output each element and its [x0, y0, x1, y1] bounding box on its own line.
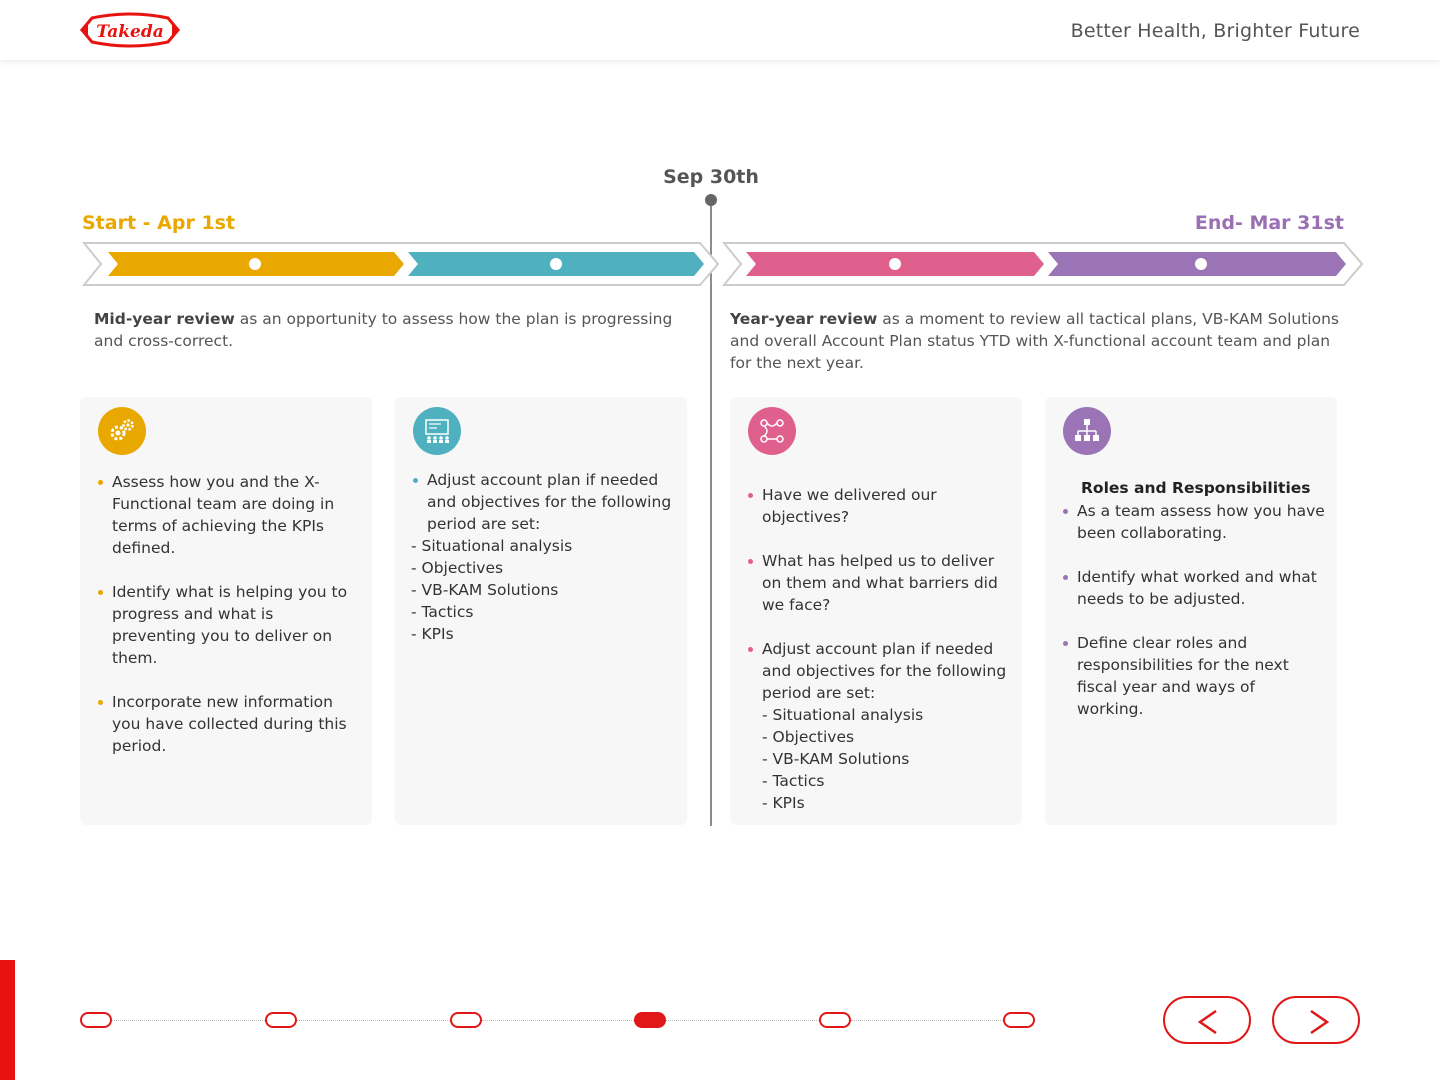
pager-connector [112, 1020, 265, 1021]
list-item: Adjust account plan if needed and object… [411, 469, 675, 645]
mid-year-review-title: Mid-year review [94, 310, 235, 328]
timeline [81, 194, 1364, 826]
midpoint-label: Sep 30th [663, 166, 759, 188]
card-adjust: Adjust account plan if needed and object… [395, 397, 687, 825]
sublist-item: - Tactics [411, 603, 474, 621]
sublist-item: - VB-KAM Solutions [762, 750, 910, 768]
sublist-item: - KPIs [762, 794, 805, 812]
card-deliver: Have we delivered our objectives? What h… [730, 397, 1022, 825]
page-dot-1[interactable] [80, 1012, 112, 1028]
header: Takeda Better Health, Brighter Future [0, 0, 1440, 60]
page-dot-6[interactable] [1003, 1012, 1035, 1028]
list-item: Identify what is helping you to progress… [96, 581, 360, 669]
pager-connector [851, 1020, 1003, 1021]
list-item-text: Adjust account plan if needed and object… [427, 471, 672, 533]
card-roles-bullets: As a team assess how you have been colla… [1061, 500, 1325, 742]
start-label: Start - Apr 1st [82, 212, 236, 234]
chevron-left-icon [1197, 1009, 1217, 1035]
takeda-logo[interactable]: Takeda [78, 12, 182, 48]
list-item: Assess how you and the X-Functional team… [96, 471, 360, 559]
card-roles: Roles and Responsibilities As a team ass… [1045, 397, 1337, 825]
page-dot-3[interactable] [450, 1012, 482, 1028]
segment-q1-dot [249, 258, 261, 270]
year-end-review-text: Year-year review as a moment to review a… [730, 308, 1350, 374]
mid-year-review-text: Mid-year review as an opportunity to ass… [94, 308, 674, 352]
list-item: Have we delivered our objectives? [746, 484, 1010, 528]
segment-q4-dot [1195, 258, 1207, 270]
list-item: Incorporate new information you have col… [96, 691, 360, 757]
list-item: Identify what worked and what needs to b… [1061, 566, 1325, 610]
page-dot-5[interactable] [819, 1012, 851, 1028]
midpoint-marker [705, 194, 717, 206]
strategy-path-icon [748, 407, 796, 455]
svg-text:Takeda: Takeda [96, 22, 164, 42]
card-adjust-bullets: Adjust account plan if needed and object… [411, 469, 675, 667]
sublist-item: - Objectives [762, 728, 855, 746]
segment-q2-dot [550, 258, 562, 270]
brand-edge-bar [0, 960, 15, 1080]
page-indicator [80, 1010, 1040, 1030]
pager-connector [482, 1020, 634, 1021]
mid-year-review-body: as an opportunity to assess how the plan… [94, 310, 673, 350]
pager-connector [297, 1020, 450, 1021]
list-item: As a team assess how you have been colla… [1061, 500, 1325, 544]
org-chart-icon [1063, 407, 1111, 455]
sublist-item: - Situational analysis [762, 706, 924, 724]
card-roles-title: Roles and Responsibilities [1081, 479, 1311, 497]
pager-connector [666, 1020, 819, 1021]
sublist-item: - Tactics [762, 772, 825, 790]
segment-q3-dot [889, 258, 901, 270]
card-deliver-bullets: Have we delivered our objectives? What h… [746, 484, 1010, 836]
year-end-review-title: Year-year review [730, 310, 878, 328]
next-button[interactable] [1272, 996, 1360, 1044]
page-dot-2[interactable] [265, 1012, 297, 1028]
list-item: Define clear roles and responsibilities … [1061, 632, 1325, 720]
sublist-item: - Objectives [411, 559, 504, 577]
end-label: End- Mar 31st [1194, 212, 1344, 234]
gears-icon [98, 407, 146, 455]
list-item: What has helped us to deliver on them an… [746, 550, 1010, 616]
sublist-item: - KPIs [411, 625, 454, 643]
card-assess-bullets: Assess how you and the X-Functional team… [96, 471, 360, 779]
sublist-item: - VB-KAM Solutions [411, 581, 559, 599]
list-item-text: Adjust account plan if needed and object… [762, 640, 1007, 702]
card-assess: Assess how you and the X-Functional team… [80, 397, 372, 825]
previous-button[interactable] [1163, 996, 1251, 1044]
list-item: Adjust account plan if needed and object… [746, 638, 1010, 814]
page-dot-4[interactable] [634, 1012, 666, 1028]
year-end-review-body: as a moment to review all tactical plans… [730, 310, 1339, 372]
planning-board-icon [413, 407, 461, 455]
sublist-item: - Situational analysis [411, 537, 573, 555]
chevron-right-icon [1310, 1009, 1330, 1035]
tagline: Better Health, Brighter Future [1070, 20, 1360, 42]
